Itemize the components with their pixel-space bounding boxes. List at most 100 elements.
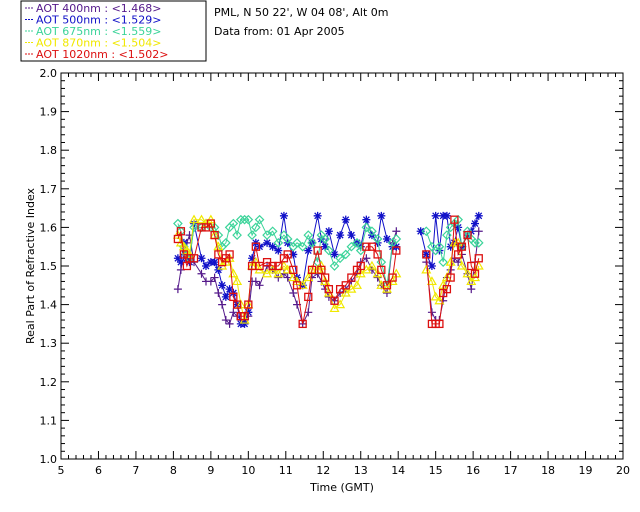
data-point: [373, 250, 382, 259]
data-point: [324, 245, 334, 256]
axis-ticks: 5 6 7 8 9 10 11 12 13 14 15 16 17 18 19 20 1.0 1.1 1.2 1.3 1…: [40, 67, 631, 477]
data-point: [173, 234, 183, 244]
data-point: [173, 285, 182, 294]
data-point: [434, 241, 445, 252]
series-5: [173, 215, 483, 329]
series-layer: [172, 211, 484, 329]
x-tick-label: 17: [504, 464, 518, 477]
data-point: [307, 237, 317, 248]
data-point: [474, 254, 483, 263]
data-point: [382, 289, 391, 298]
x-tick-label: 15: [429, 464, 443, 477]
data-point: [473, 237, 484, 248]
x-tick-label: 8: [170, 464, 177, 477]
data-point: [470, 237, 480, 248]
data-point: [320, 234, 330, 244]
data-point: [427, 262, 436, 270]
legend-label: AOT 870nm : <1.504>: [36, 37, 162, 50]
data-point: [225, 319, 234, 328]
x-tick-label: 12: [316, 464, 330, 477]
y-tick-label: 1.8: [40, 144, 58, 157]
data-point: [251, 242, 260, 251]
data-point: [218, 300, 227, 309]
data-point: [210, 273, 219, 282]
data-point: [283, 250, 292, 259]
data-point: [320, 273, 330, 282]
data-point: [313, 246, 322, 255]
data-point: [467, 285, 476, 294]
data-point: [324, 285, 334, 294]
y-axis-title: Real Part of Refractive Index: [24, 187, 37, 344]
data-point: [303, 230, 314, 240]
data-point: [182, 261, 192, 271]
data-point: [251, 277, 260, 286]
data-point: [330, 296, 339, 305]
data-point: [218, 281, 227, 290]
data-point: [362, 254, 371, 263]
data-point: [431, 211, 440, 220]
data-point: [176, 227, 186, 236]
data-point: [351, 280, 363, 289]
legend-label: AOT 1020nm : <1.502>: [36, 48, 169, 61]
data-point: [248, 254, 257, 263]
data-point: [426, 276, 437, 286]
data-point: [240, 312, 249, 321]
data-point: [307, 265, 317, 275]
data-point: [470, 269, 480, 278]
data-point: [197, 223, 206, 232]
data-point: [267, 226, 278, 237]
data-point: [304, 292, 313, 302]
data-point: [450, 215, 459, 224]
data-point: [391, 234, 402, 244]
data-point: [442, 230, 452, 240]
date-label: Data from: 01 Apr 2005: [214, 25, 345, 38]
data-point: [282, 234, 293, 244]
data-point: [347, 273, 356, 282]
data-point: [303, 272, 314, 282]
data-point: [388, 273, 397, 282]
data-point: [189, 222, 199, 233]
data-point: [457, 242, 467, 251]
data-point: [442, 285, 452, 294]
legend-label: AOT 400nm : <1.468>: [36, 2, 162, 15]
data-point: [268, 261, 277, 271]
x-tick-label: 13: [354, 464, 368, 477]
data-point: [274, 261, 283, 271]
data-point: [340, 249, 351, 260]
data-point: [367, 226, 377, 237]
data-point: [188, 214, 200, 224]
x-tick-label: 10: [241, 464, 255, 477]
data-point: [273, 268, 284, 278]
data-point: [377, 211, 386, 220]
data-point: [228, 218, 239, 229]
data-point: [372, 234, 383, 244]
data-point: [382, 281, 392, 290]
data-point: [255, 281, 264, 290]
data-point: [240, 319, 249, 328]
data-point: [454, 223, 463, 232]
legend-label: AOT 500nm : <1.529>: [36, 14, 162, 27]
y-tick-label: 1.1: [40, 414, 58, 427]
data-point: [304, 308, 313, 317]
data-point: [239, 214, 250, 225]
data-point: [292, 237, 302, 248]
data-point: [462, 268, 473, 278]
data-point: [201, 262, 210, 270]
x-tick-label: 14: [391, 464, 405, 477]
data-point: [225, 250, 234, 259]
data-point: [422, 250, 431, 259]
data-point: [445, 256, 456, 266]
data-point: [346, 241, 357, 252]
x-axis-title: Time (GMT): [309, 481, 374, 494]
data-point: [434, 295, 445, 305]
data-point: [289, 265, 298, 275]
data-point: [197, 269, 206, 278]
data-point: [329, 261, 340, 271]
data-point: [467, 261, 476, 271]
data-point: [361, 222, 372, 233]
data-point: [173, 254, 182, 263]
data-point: [392, 227, 401, 236]
data-point: [232, 276, 243, 286]
data-point: [474, 227, 483, 236]
